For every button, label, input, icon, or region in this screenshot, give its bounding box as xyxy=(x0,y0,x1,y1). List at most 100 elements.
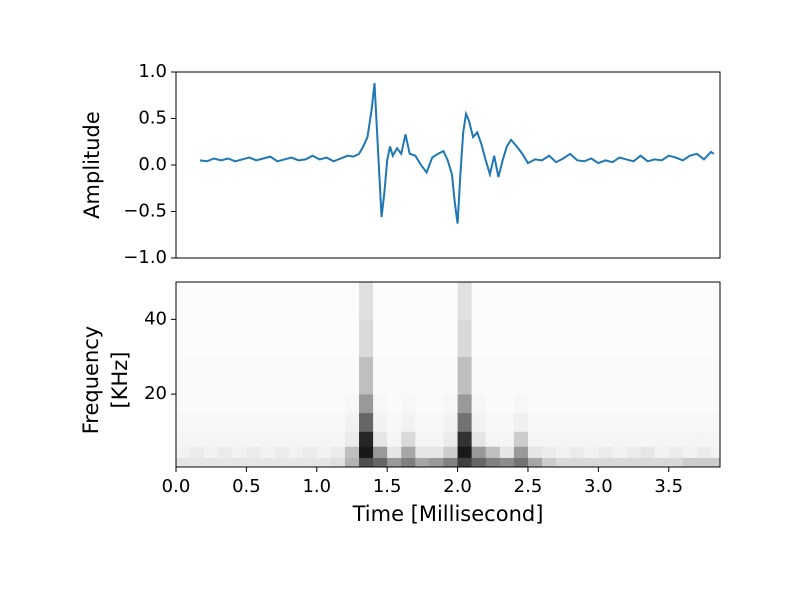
heatmap-cell xyxy=(654,356,670,395)
heatmap-cell xyxy=(204,431,219,447)
heatmap-cell xyxy=(204,319,219,358)
heatmap-cell xyxy=(612,319,627,358)
axes-frame xyxy=(175,281,721,468)
heatmap-cell xyxy=(344,431,360,447)
heatmap-cell xyxy=(710,412,720,432)
heatmap-cell xyxy=(288,431,304,447)
heatmap-cell xyxy=(499,319,515,358)
heatmap-cell xyxy=(682,394,698,414)
heatmap-cell xyxy=(274,319,289,358)
heatmap-cell xyxy=(640,431,655,447)
heatmap-cell xyxy=(556,446,571,458)
heatmap-cell xyxy=(584,356,599,395)
heatmap-cell xyxy=(527,394,543,414)
heatmap-cell xyxy=(246,457,261,467)
heatmap-cell xyxy=(471,412,487,432)
heatmap-cell xyxy=(232,319,247,358)
heatmap-cell xyxy=(640,412,655,432)
heatmap-cell xyxy=(668,394,684,414)
heatmap-cell xyxy=(246,319,261,358)
heatmap-cell xyxy=(584,412,599,432)
heatmap-cell xyxy=(485,319,501,358)
heatmap-cell xyxy=(584,319,599,358)
heatmap-cell xyxy=(682,319,698,358)
heatmap-cell xyxy=(387,457,402,467)
heatmap-cell xyxy=(682,446,698,458)
heatmap-cell xyxy=(316,446,332,458)
heatmap-cell xyxy=(640,319,655,358)
heatmap-cell xyxy=(176,431,191,447)
heatmap-cell xyxy=(274,457,289,467)
heatmap-cell xyxy=(457,394,472,414)
heatmap-cell xyxy=(373,431,388,447)
heatmap-cell xyxy=(401,412,416,432)
heatmap-cell xyxy=(513,319,529,358)
heatmap-cell xyxy=(513,282,529,320)
heatmap-cell xyxy=(204,394,219,414)
heatmap-cell xyxy=(570,446,585,458)
heatmap-cell xyxy=(612,394,627,414)
heatmap-cell xyxy=(542,412,557,432)
heatmap-cell xyxy=(570,394,585,414)
heatmap-cell xyxy=(359,282,374,320)
heatmap-cell xyxy=(176,446,191,458)
heatmap-cell xyxy=(443,446,458,458)
heatmap-cell xyxy=(373,356,388,395)
heatmap-cell xyxy=(626,319,641,358)
heatmap-cell xyxy=(654,457,670,467)
heatmap-cell xyxy=(443,457,458,467)
x-tick-label: 2.0 xyxy=(443,476,472,497)
heatmap-cell xyxy=(513,356,529,395)
heatmap-cell xyxy=(696,282,712,320)
heatmap-cell xyxy=(330,457,346,467)
heatmap-cell xyxy=(373,394,388,414)
heatmap-cell xyxy=(232,394,247,414)
x-tick-label: 1.0 xyxy=(302,476,331,497)
heatmap-cell xyxy=(485,356,501,395)
heatmap-cell xyxy=(176,319,191,358)
heatmap-cell xyxy=(401,431,416,447)
heatmap-cell xyxy=(710,319,720,358)
heatmap-cell xyxy=(190,446,205,458)
heatmap-cell xyxy=(513,394,529,414)
heatmap-cell xyxy=(260,282,275,320)
heatmap-cell xyxy=(260,412,275,432)
heatmap-cell xyxy=(527,319,543,358)
heatmap-cell xyxy=(556,457,571,467)
heatmap-cell xyxy=(316,282,332,320)
heatmap-cell xyxy=(302,394,318,414)
heatmap-cell xyxy=(274,446,289,458)
heatmap-cell xyxy=(668,356,684,395)
heatmap-cell xyxy=(598,431,613,447)
heatmap-cell xyxy=(302,412,318,432)
heatmap-cell xyxy=(457,319,472,358)
heatmap-cell xyxy=(429,412,444,432)
y-tick-label: 40 xyxy=(144,308,167,329)
heatmap-cell xyxy=(190,412,205,432)
heatmap-cell xyxy=(640,394,655,414)
heatmap-cell xyxy=(190,282,205,320)
heatmap-cell xyxy=(457,282,472,320)
heatmap-cell xyxy=(274,282,289,320)
heatmap-cell xyxy=(556,356,571,395)
heatmap-cell xyxy=(176,412,191,432)
heatmap-cell xyxy=(330,446,346,458)
heatmap-cell xyxy=(570,412,585,432)
heatmap-cell xyxy=(190,356,205,395)
heatmap-cell xyxy=(696,394,712,414)
heatmap-cell xyxy=(429,431,444,447)
heatmap-cell xyxy=(471,446,487,458)
heatmap-cell xyxy=(344,446,360,458)
heatmap-cell xyxy=(570,431,585,447)
heatmap-cell xyxy=(302,356,318,395)
heatmap-cell xyxy=(485,282,501,320)
y-tick-label: 0.0 xyxy=(138,154,167,175)
heatmap-cell xyxy=(598,446,613,458)
heatmap-cell xyxy=(471,457,487,467)
heatmap-cell xyxy=(288,282,304,320)
x-tick-label: 0.0 xyxy=(162,476,191,497)
heatmap-cell xyxy=(513,446,529,458)
heatmap-cell xyxy=(612,412,627,432)
heatmap-cell xyxy=(330,412,346,432)
heatmap-cell xyxy=(387,431,402,447)
